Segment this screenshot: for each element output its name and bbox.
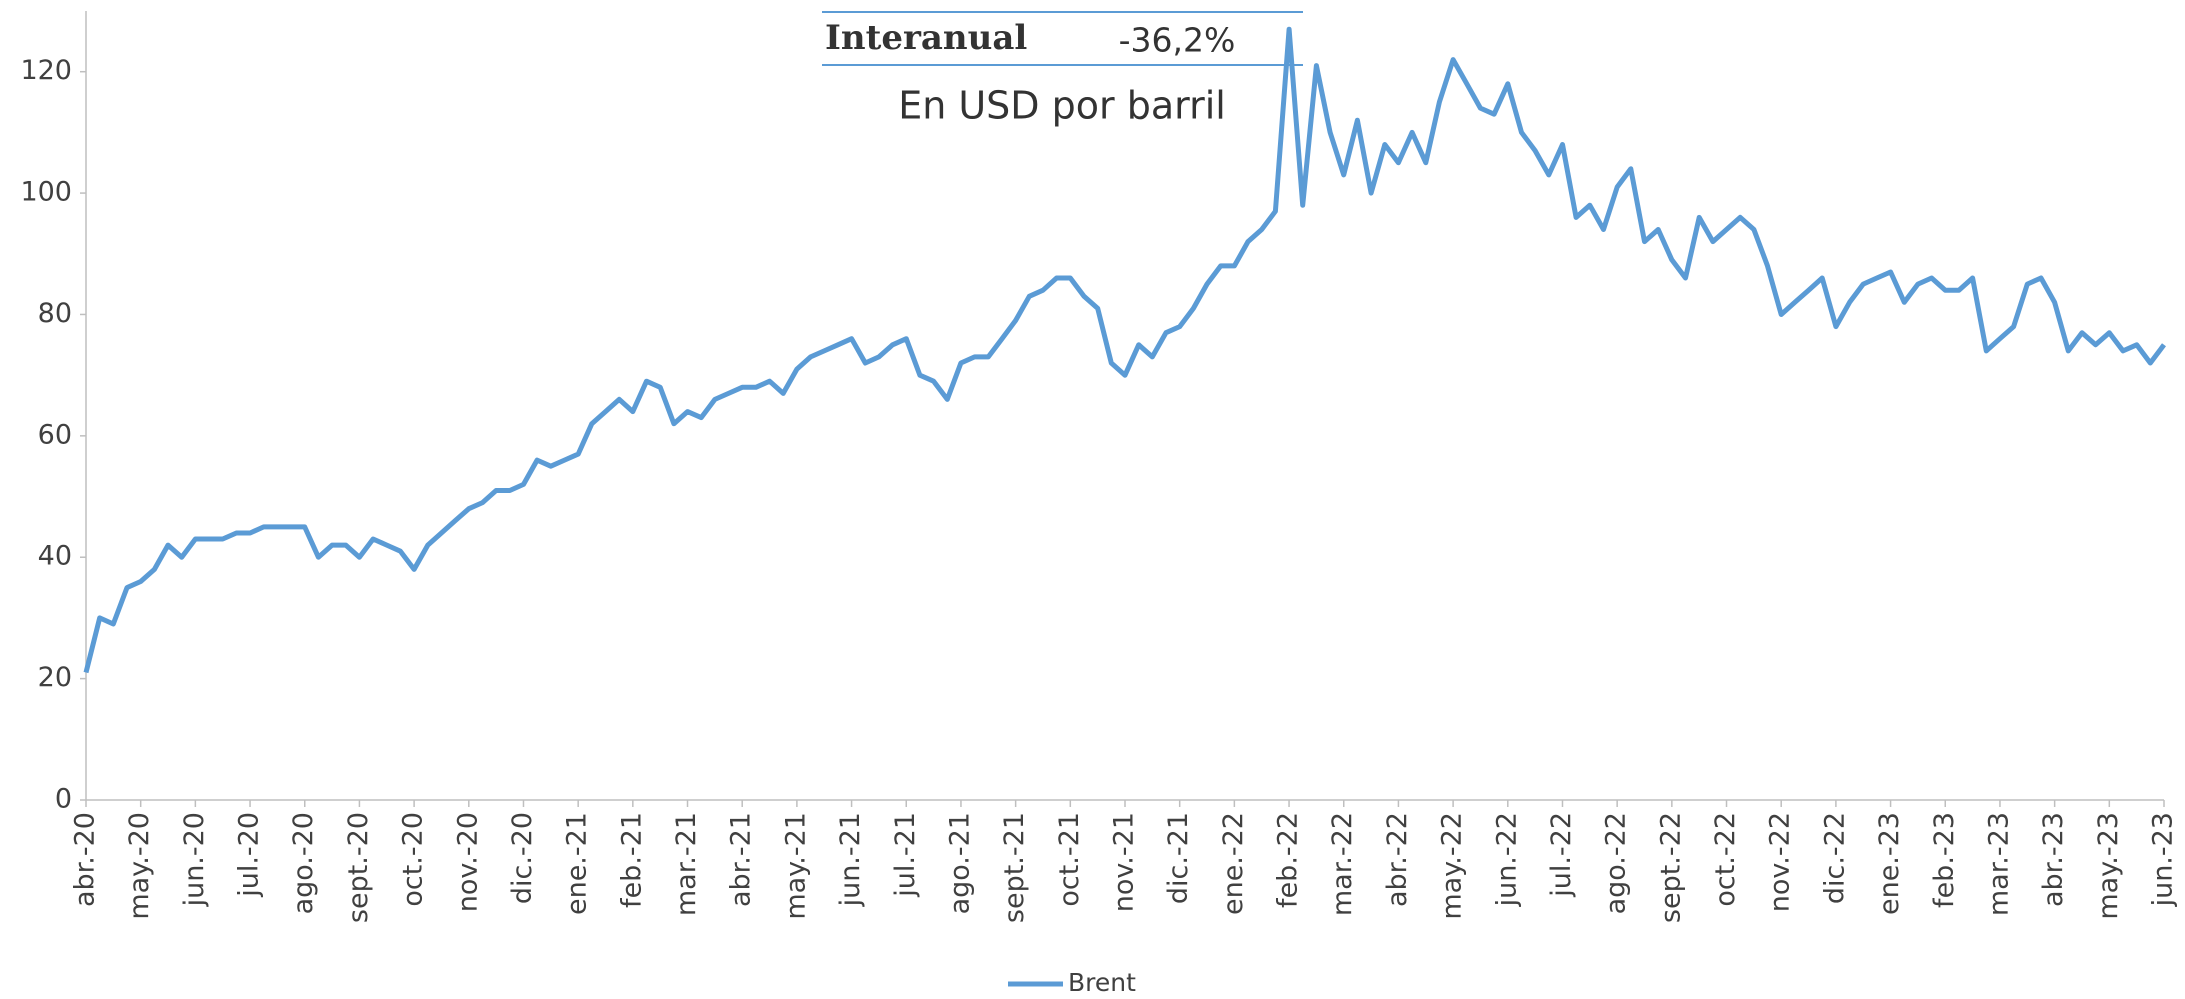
x-tick-label: may.-22 bbox=[1437, 812, 1468, 920]
x-tick-label: oct.-22 bbox=[1710, 812, 1741, 907]
x-tick-label: mar.-21 bbox=[671, 812, 702, 916]
x-tick-label: sept.-22 bbox=[1655, 812, 1686, 923]
y-tick-label: 40 bbox=[38, 541, 72, 572]
y-tick-label: 100 bbox=[20, 177, 72, 208]
x-tick-label: jul.-22 bbox=[1546, 812, 1577, 898]
x-tick-label: dic.-20 bbox=[507, 812, 538, 904]
annotation-label: Interanual bbox=[825, 18, 1027, 58]
x-tick-label: sept.-20 bbox=[343, 812, 374, 923]
line bbox=[83, 26, 2166, 674]
y-tick-label: 0 bbox=[55, 784, 72, 815]
x-tick-label: nov.-20 bbox=[452, 812, 483, 912]
x-tick-label: feb.-23 bbox=[1929, 812, 1960, 908]
x-tick-label: jun.-21 bbox=[835, 812, 866, 907]
annotation-value: -36,2% bbox=[1119, 21, 1236, 60]
x-tick-label: jun.-22 bbox=[1491, 812, 1522, 907]
y-tick-label: 120 bbox=[20, 55, 72, 86]
x-tick-label: mar.-23 bbox=[1983, 812, 2014, 916]
x-tick-label: sept.-21 bbox=[999, 812, 1030, 923]
y-tick-label: 80 bbox=[38, 298, 72, 329]
y-tick-label: 60 bbox=[38, 419, 72, 450]
x-tick-label: dic.-21 bbox=[1163, 812, 1194, 904]
x-tick-label: may.-20 bbox=[124, 812, 155, 920]
x-tick-label: dic.-22 bbox=[1819, 812, 1850, 904]
x-tick-label: may.-21 bbox=[780, 812, 811, 920]
x-tick-label: nov.-21 bbox=[1109, 812, 1140, 912]
x-tick-label: ene.-23 bbox=[1874, 812, 1905, 915]
x-tick-label: ago.-20 bbox=[288, 812, 319, 914]
x-tick-label: jun.-20 bbox=[179, 812, 210, 907]
x-tick-label: nov.-22 bbox=[1765, 812, 1796, 912]
x-tick-label: abr.-23 bbox=[2038, 812, 2069, 907]
x-tick-label: ago.-22 bbox=[1601, 812, 1632, 914]
x-tick-label: feb.-22 bbox=[1273, 812, 1304, 908]
x-tick-label: jul.-20 bbox=[234, 812, 265, 898]
x-tick-label: ago.-21 bbox=[944, 812, 975, 914]
y-tick-label: 20 bbox=[38, 662, 72, 693]
x-tick-label: jun.-23 bbox=[2148, 812, 2179, 907]
x-tick-label: ene.-22 bbox=[1218, 812, 1249, 915]
x-tick-label: may.-23 bbox=[2093, 812, 2124, 920]
x-tick-label: oct.-20 bbox=[398, 812, 429, 907]
x-tick-label: oct.-21 bbox=[1054, 812, 1085, 907]
x-tick-label: feb.-21 bbox=[616, 812, 647, 908]
x-tick-label: abr.-21 bbox=[726, 812, 757, 907]
subtitle: En USD por barril bbox=[898, 84, 1226, 128]
legend-label: Brent bbox=[1068, 968, 1136, 997]
x-tick-label: abr.-22 bbox=[1382, 812, 1413, 907]
x-tick-label: ene.-21 bbox=[562, 812, 593, 915]
x-tick-label: mar.-22 bbox=[1327, 812, 1358, 916]
x-tick-label: abr.-20 bbox=[70, 812, 101, 907]
x-tick-label: jul.-21 bbox=[890, 812, 921, 898]
